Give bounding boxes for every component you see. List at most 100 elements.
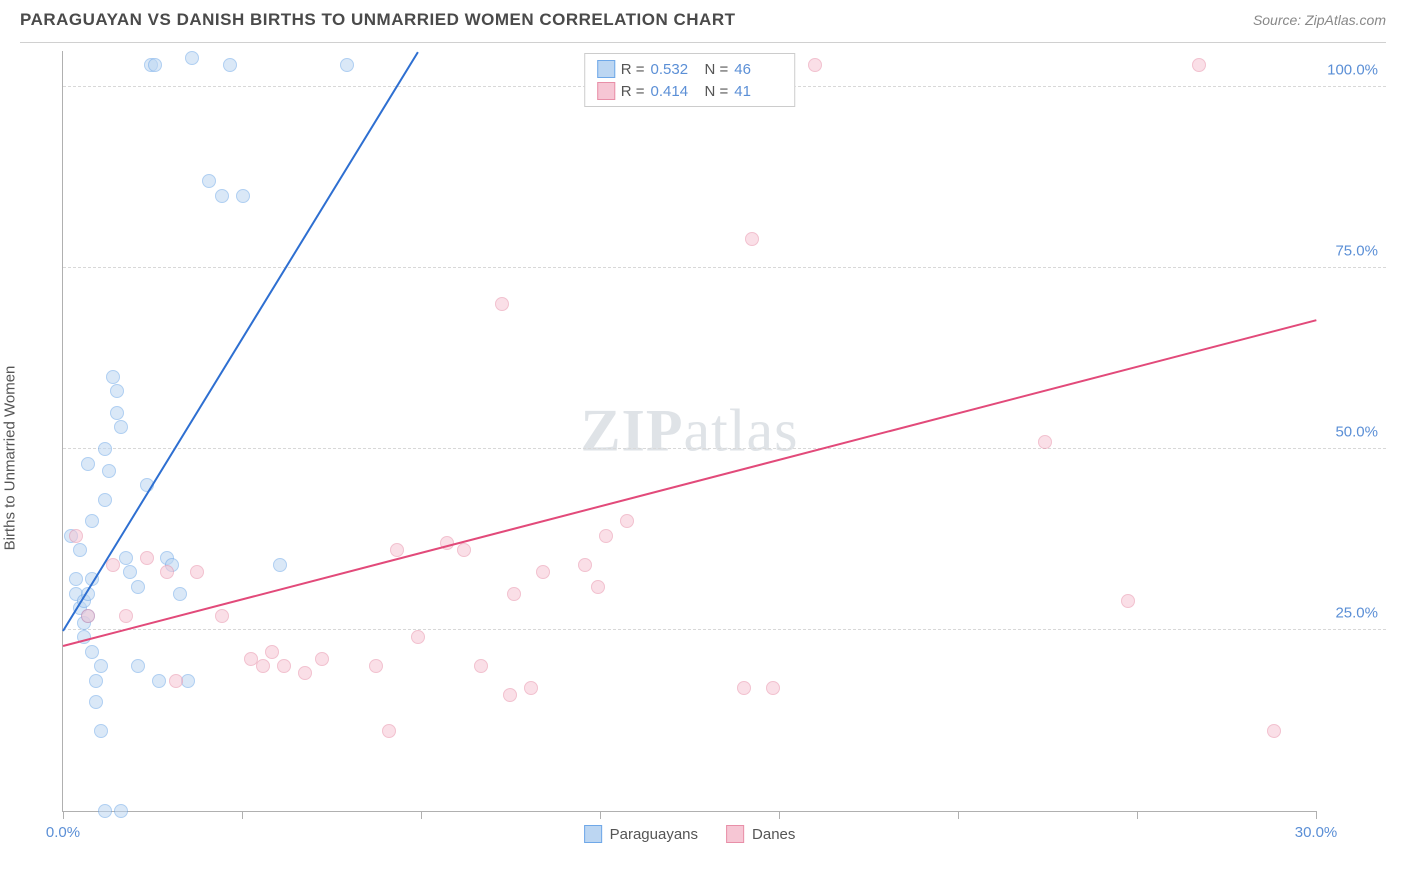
data-point bbox=[89, 674, 103, 688]
data-point bbox=[98, 442, 112, 456]
data-point bbox=[94, 659, 108, 673]
data-point bbox=[215, 189, 229, 203]
legend-label: Paraguayans bbox=[610, 826, 698, 843]
legend-row: R =0.532N =46 bbox=[597, 58, 783, 80]
data-point bbox=[160, 565, 174, 579]
data-point bbox=[599, 529, 613, 543]
gridline-h bbox=[63, 629, 1386, 630]
data-point bbox=[202, 174, 216, 188]
y-tick-label: 25.0% bbox=[1335, 605, 1378, 622]
data-point bbox=[620, 514, 634, 528]
data-point bbox=[110, 384, 124, 398]
data-point bbox=[102, 464, 116, 478]
data-point bbox=[265, 645, 279, 659]
data-point bbox=[340, 58, 354, 72]
gridline-h bbox=[63, 448, 1386, 449]
legend-label: Danes bbox=[752, 826, 795, 843]
y-tick-label: 50.0% bbox=[1335, 424, 1378, 441]
legend-r-value: 0.532 bbox=[651, 61, 699, 78]
data-point bbox=[524, 681, 538, 695]
legend-item: Danes bbox=[726, 825, 795, 843]
data-point bbox=[131, 580, 145, 594]
data-point bbox=[94, 724, 108, 738]
data-point bbox=[507, 587, 521, 601]
data-point bbox=[152, 674, 166, 688]
data-point bbox=[140, 551, 154, 565]
source-attribution: Source: ZipAtlas.com bbox=[1253, 12, 1386, 28]
data-point bbox=[578, 558, 592, 572]
y-axis-label: Births to Unmarried Women bbox=[2, 365, 19, 550]
data-point bbox=[474, 659, 488, 673]
data-point bbox=[236, 189, 250, 203]
x-tick bbox=[421, 811, 422, 819]
x-tick bbox=[958, 811, 959, 819]
data-point bbox=[1267, 724, 1281, 738]
x-tick bbox=[600, 811, 601, 819]
data-point bbox=[106, 370, 120, 384]
data-point bbox=[185, 51, 199, 65]
data-point bbox=[298, 666, 312, 680]
data-point bbox=[1038, 435, 1052, 449]
data-point bbox=[369, 659, 383, 673]
data-point bbox=[85, 514, 99, 528]
data-point bbox=[390, 543, 404, 557]
data-point bbox=[89, 695, 103, 709]
chart-header: PARAGUAYAN VS DANISH BIRTHS TO UNMARRIED… bbox=[0, 0, 1406, 36]
data-point bbox=[119, 609, 133, 623]
data-point bbox=[273, 558, 287, 572]
correlation-legend: R =0.532N =46R =0.414N =41 bbox=[584, 53, 796, 107]
x-tick bbox=[63, 811, 64, 819]
legend-swatch bbox=[597, 82, 615, 100]
legend-r-label: R = bbox=[621, 83, 645, 100]
data-point bbox=[411, 630, 425, 644]
legend-n-value: 46 bbox=[734, 61, 782, 78]
legend-r-value: 0.414 bbox=[651, 83, 699, 100]
data-point bbox=[737, 681, 751, 695]
x-tick bbox=[1137, 811, 1138, 819]
data-point bbox=[503, 688, 517, 702]
x-tick-label: 0.0% bbox=[46, 824, 80, 841]
legend-n-label: N = bbox=[705, 83, 729, 100]
data-point bbox=[131, 659, 145, 673]
data-point bbox=[114, 804, 128, 818]
data-point bbox=[81, 609, 95, 623]
data-point bbox=[73, 543, 87, 557]
data-point bbox=[98, 804, 112, 818]
x-tick bbox=[1316, 811, 1317, 819]
gridline-h bbox=[63, 267, 1386, 268]
y-tick-label: 100.0% bbox=[1327, 62, 1378, 79]
data-point bbox=[119, 551, 133, 565]
watermark: ZIPatlas bbox=[581, 397, 799, 466]
data-point bbox=[1121, 594, 1135, 608]
data-point bbox=[69, 529, 83, 543]
data-point bbox=[256, 659, 270, 673]
data-point bbox=[123, 565, 137, 579]
data-point bbox=[223, 58, 237, 72]
data-point bbox=[85, 645, 99, 659]
data-point bbox=[215, 609, 229, 623]
x-tick-label: 30.0% bbox=[1295, 824, 1338, 841]
data-point bbox=[106, 558, 120, 572]
data-point bbox=[81, 457, 95, 471]
series-legend: Paraguayans Danes bbox=[584, 825, 796, 843]
y-tick-label: 75.0% bbox=[1335, 243, 1378, 260]
data-point bbox=[766, 681, 780, 695]
data-point bbox=[745, 232, 759, 246]
data-point bbox=[495, 297, 509, 311]
data-point bbox=[173, 587, 187, 601]
data-point bbox=[457, 543, 471, 557]
legend-swatch bbox=[597, 60, 615, 78]
data-point bbox=[591, 580, 605, 594]
data-point bbox=[808, 58, 822, 72]
x-tick bbox=[779, 811, 780, 819]
data-point bbox=[536, 565, 550, 579]
chart-area: Births to Unmarried Women ZIPatlas R =0.… bbox=[20, 42, 1386, 872]
legend-n-label: N = bbox=[705, 61, 729, 78]
data-point bbox=[382, 724, 396, 738]
chart-title: PARAGUAYAN VS DANISH BIRTHS TO UNMARRIED… bbox=[20, 10, 736, 30]
data-point bbox=[148, 58, 162, 72]
legend-swatch bbox=[726, 825, 744, 843]
data-point bbox=[69, 572, 83, 586]
plot-region: ZIPatlas R =0.532N =46R =0.414N =41 Para… bbox=[62, 51, 1316, 812]
data-point bbox=[114, 420, 128, 434]
